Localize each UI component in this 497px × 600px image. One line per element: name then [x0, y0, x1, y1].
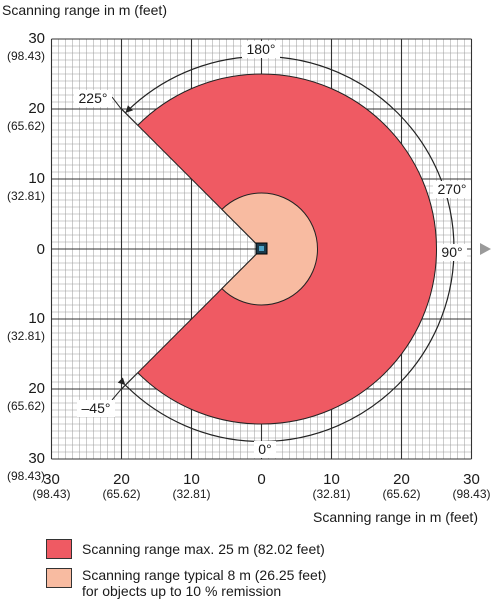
angle-label: –45° [77, 400, 115, 417]
x-tick-sublabel: (32.81) [312, 487, 350, 501]
sensor-icon [255, 242, 268, 255]
x-tick-sublabel: (32.81) [172, 487, 210, 501]
x-tick-label: 20 [113, 471, 130, 488]
y-tick-sublabel: (32.81) [7, 189, 45, 203]
angle-label: 270° [433, 181, 471, 198]
y-tick-sublabel: (98.43) [7, 469, 45, 483]
tick-labels: 30(98.43)20(65.62)10(32.81)010(32.81)20(… [7, 30, 491, 501]
legend-label-typical-line2: for objects up to 10 % remission [82, 583, 282, 599]
y-tick-label: 10 [28, 170, 45, 187]
y-tick-sublabel: (98.43) [7, 49, 45, 63]
y-tick-label: 30 [28, 450, 45, 467]
x-tick-sublabel: (65.62) [382, 487, 420, 501]
y-tick-label: 10 [28, 310, 45, 327]
legend-label-max: Scanning range max. 25 m (82.02 feet) [82, 541, 325, 557]
x-tick-label: 0 [257, 471, 265, 488]
angle-label-text: 0° [258, 441, 271, 457]
angle-label-text: 270° [438, 181, 467, 197]
x-tick-label: 30 [463, 471, 480, 488]
y-tick-label: 0 [37, 241, 45, 258]
y-axis-title: Scanning range in m (feet) [2, 2, 167, 18]
x-tick-sublabel: (98.43) [452, 487, 490, 501]
angle-limit-line [120, 372, 139, 391]
angle-label-bg [433, 181, 471, 198]
angle-label-text: 90° [441, 244, 462, 260]
x-axis-title: Scanning range in m (feet) [313, 509, 478, 525]
legend-swatch-typical [46, 568, 72, 588]
x-tick-sublabel: (98.43) [32, 487, 70, 501]
y-tick-label: 20 [28, 380, 45, 397]
y-tick-sublabel: (65.62) [7, 119, 45, 133]
y-tick-sublabel: (32.81) [7, 329, 45, 343]
leader-line-225 [111, 96, 121, 109]
x-tick-sublabel: (65.62) [102, 487, 140, 501]
angle-label: 180° [242, 41, 280, 58]
y-tick-sublabel: (65.62) [7, 399, 45, 413]
typical-range-sector [221, 192, 318, 306]
angle-label-text: 180° [247, 41, 276, 57]
angle-label: 225° [74, 90, 112, 107]
legend-label-typical: Scanning range typical 8 m (26.25 feet) … [82, 567, 326, 599]
angle-label-bg [437, 244, 467, 261]
angle-label-bg [254, 441, 276, 458]
x-tick-label: 30 [43, 471, 60, 488]
y-tick-label: 20 [28, 100, 45, 117]
angle-label-bg [74, 90, 112, 107]
angle-label: 0° [254, 441, 276, 458]
angle-label-text: –45° [82, 400, 111, 416]
x-tick-label: 10 [183, 471, 200, 488]
angle-label-text: 225° [79, 90, 108, 106]
angle-label-bg [77, 400, 115, 417]
leader-line-minus45 [111, 389, 121, 401]
angle-limit-line [120, 107, 139, 126]
x-tick-label: 20 [393, 471, 410, 488]
legend-swatch-max [46, 539, 72, 559]
legend-label-typical-line1: Scanning range typical 8 m (26.25 feet) [82, 567, 327, 583]
angle-labels: 180° 270° 90° 0° 225° –45° [74, 41, 471, 458]
angle-label: 90° [437, 244, 467, 261]
x-tick-label: 10 [323, 471, 340, 488]
scan-direction-arrow-icon [480, 243, 491, 255]
y-tick-label: 30 [28, 30, 45, 47]
angle-label-bg [242, 41, 280, 58]
